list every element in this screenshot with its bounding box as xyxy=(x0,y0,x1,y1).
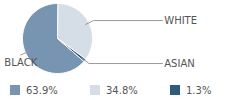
html-text:1.3%: 1.3% xyxy=(186,84,212,96)
svg-text:WHITE: WHITE xyxy=(164,15,197,26)
html-text:63.9%: 63.9% xyxy=(26,84,58,96)
svg-text:BLACK: BLACK xyxy=(4,57,37,68)
svg-text:ASIAN: ASIAN xyxy=(164,58,194,69)
html-text:34.8%: 34.8% xyxy=(106,84,138,96)
